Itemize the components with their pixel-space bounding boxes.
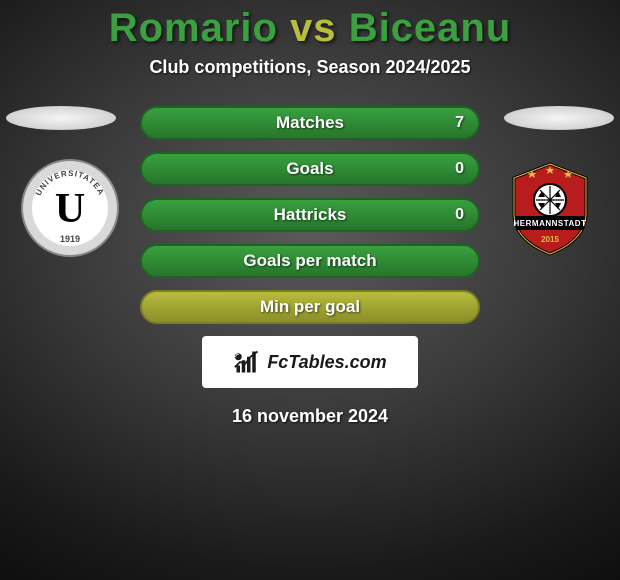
stat-label: Min per goal — [260, 297, 360, 317]
stat-value: 0 — [455, 160, 464, 178]
player2-name: Biceanu — [349, 6, 512, 50]
page-title: Romario vs Biceanu — [0, 0, 620, 51]
player1-name: Romario — [109, 6, 278, 50]
subtitle: Club competitions, Season 2024/2025 — [0, 57, 620, 78]
stat-bar-hattricks: Hattricks 0 — [140, 198, 480, 232]
stat-bar-min-per-goal: Min per goal — [140, 290, 480, 324]
universitatea-cluj-badge: UNIVERSITATEA U 1919 — [20, 158, 120, 258]
stat-label: Matches — [276, 113, 344, 133]
stat-label: Goals per match — [243, 251, 376, 271]
stat-bars: Matches 7 Goals 0 Hattricks 0 Goals per match M… — [140, 106, 480, 324]
svg-text:U: U — [55, 186, 85, 232]
comparison-area: UNIVERSITATEA U 1919 HERMANNSTADT 2015 M… — [0, 106, 620, 324]
brand-box: FcTables.com — [202, 336, 418, 388]
stat-value: 0 — [455, 206, 464, 224]
hermannstadt-badge: HERMANNSTADT 2015 — [500, 158, 600, 258]
club-logo-right: HERMANNSTADT 2015 — [500, 158, 600, 258]
stat-label: Goals — [286, 159, 333, 179]
stat-value: 7 — [455, 114, 464, 132]
svg-text:HERMANNSTADT: HERMANNSTADT — [514, 219, 587, 228]
stat-label: Hattricks — [274, 205, 347, 225]
stat-bar-goals-per-match: Goals per match — [140, 244, 480, 278]
stat-bar-matches: Matches 7 — [140, 106, 480, 140]
svg-text:2015: 2015 — [541, 235, 559, 244]
player2-ellipse — [504, 106, 614, 130]
club-logo-left: UNIVERSITATEA U 1919 — [20, 158, 120, 258]
date-label: 16 november 2024 — [0, 406, 620, 427]
vs-text: vs — [290, 6, 337, 50]
svg-text:1919: 1919 — [60, 234, 80, 244]
stat-bar-goals: Goals 0 — [140, 152, 480, 186]
player1-ellipse — [6, 106, 116, 130]
chart-icon — [233, 348, 261, 376]
brand-name: FcTables.com — [267, 352, 386, 373]
